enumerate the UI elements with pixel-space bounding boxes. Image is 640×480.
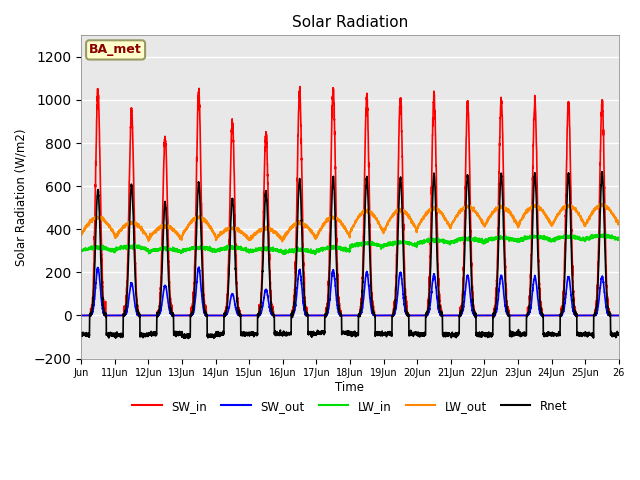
LW_out — [189, 217, 196, 223]
Y-axis label: Solar Radiation (W/m2): Solar Radiation (W/m2) — [15, 128, 28, 266]
Rnet — [185, 336, 193, 341]
Title: Solar Radiation: Solar Radiation — [292, 15, 408, 30]
Line: SW_in: SW_in — [81, 86, 619, 315]
Rnet — [370, 311, 378, 317]
SW_out — [497, 274, 505, 279]
SW_in — [399, 179, 406, 184]
SW_out — [189, 310, 196, 316]
LW_in — [615, 235, 623, 240]
LW_in — [311, 252, 319, 257]
Line: Rnet: Rnet — [81, 172, 619, 338]
Legend: SW_in, SW_out, LW_in, LW_out, Rnet: SW_in, SW_out, LW_in, LW_out, Rnet — [128, 395, 572, 417]
LW_in — [538, 234, 545, 240]
SW_out — [195, 264, 203, 270]
SW_in — [296, 84, 304, 89]
LW_in — [370, 242, 378, 248]
SW_in — [538, 311, 545, 317]
LW_out — [601, 201, 609, 207]
LW_out — [497, 205, 505, 211]
SW_in — [524, 312, 532, 318]
SW_in — [615, 312, 623, 318]
Line: LW_out: LW_out — [81, 204, 619, 242]
LW_in — [497, 234, 505, 240]
LW_in — [399, 238, 406, 244]
Text: BA_met: BA_met — [89, 43, 142, 57]
SW_in — [370, 309, 378, 315]
Rnet — [538, 312, 545, 317]
LW_out — [370, 215, 378, 220]
SW_out — [399, 286, 406, 292]
LW_out — [524, 206, 532, 212]
LW_out — [278, 239, 286, 245]
Rnet — [497, 171, 505, 177]
Rnet — [524, 310, 532, 315]
Line: SW_out: SW_out — [81, 267, 619, 315]
LW_in — [602, 231, 609, 237]
LW_in — [524, 234, 532, 240]
SW_in — [189, 300, 196, 306]
LW_out — [615, 222, 623, 228]
SW_out — [77, 312, 85, 318]
Line: LW_in: LW_in — [81, 234, 619, 254]
Rnet — [77, 333, 85, 338]
Rnet — [615, 331, 623, 336]
X-axis label: Time: Time — [335, 381, 365, 394]
Rnet — [189, 309, 196, 314]
LW_in — [189, 246, 196, 252]
LW_out — [399, 208, 406, 214]
LW_out — [538, 207, 545, 213]
SW_out — [370, 312, 378, 318]
Rnet — [598, 169, 606, 175]
SW_in — [497, 101, 505, 107]
SW_in — [77, 312, 85, 318]
SW_out — [538, 312, 545, 318]
LW_out — [77, 231, 85, 237]
LW_in — [77, 248, 85, 253]
Rnet — [399, 228, 406, 233]
SW_out — [615, 312, 623, 318]
SW_out — [524, 312, 532, 318]
